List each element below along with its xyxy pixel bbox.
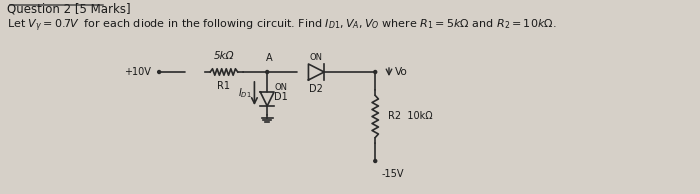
Circle shape [266,70,269,74]
Text: D1: D1 [274,92,288,102]
Circle shape [374,159,377,163]
Text: R1: R1 [218,81,230,91]
Circle shape [158,70,160,74]
Text: Question 2 [5 Marks]: Question 2 [5 Marks] [7,3,130,16]
Text: 5kΩ: 5kΩ [214,51,235,61]
Circle shape [374,70,377,74]
Text: +10V: +10V [125,67,151,77]
Text: $I_{D1}$: $I_{D1}$ [238,87,251,100]
Text: D2: D2 [309,84,323,94]
Text: -15V: -15V [381,169,404,179]
Text: Let $V_{\gamma} = 0.7V$  for each diode in the following circuit. Find $I_{D1}, : Let $V_{\gamma} = 0.7V$ for each diode i… [7,18,556,34]
Text: Vo: Vo [395,67,407,77]
Text: R2  10kΩ: R2 10kΩ [388,112,433,121]
Text: ON: ON [274,83,287,93]
Text: A: A [266,53,272,63]
Text: ON: ON [310,53,323,62]
